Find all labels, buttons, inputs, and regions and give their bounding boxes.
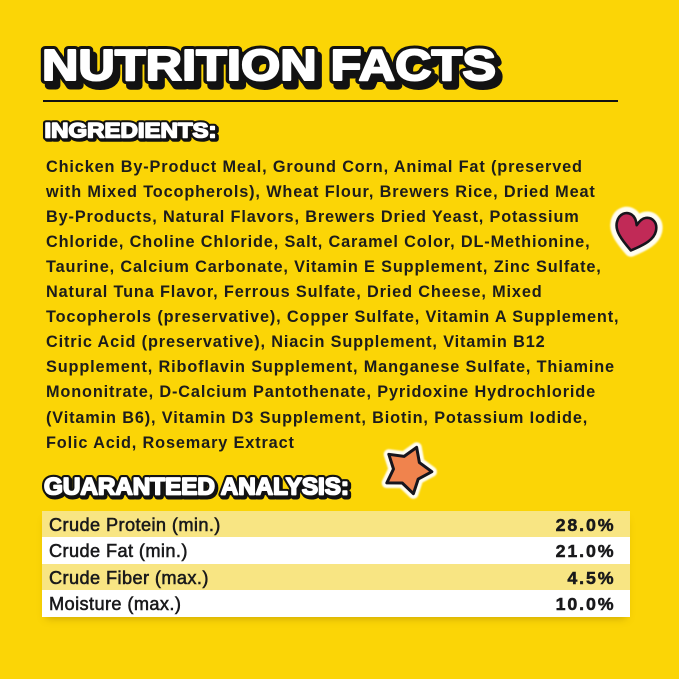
svg-text:INGREDIENTS:: INGREDIENTS:	[45, 118, 217, 142]
svg-text:INGREDIENTS:: INGREDIENTS:	[46, 120, 218, 144]
svg-text:GUARANTEED ANALYSIS:: GUARANTEED ANALYSIS:	[46, 475, 351, 502]
svg-text:INGREDIENTS:: INGREDIENTS:	[45, 118, 217, 142]
svg-text:NUTRITION FACTS: NUTRITION FACTS	[46, 47, 500, 96]
svg-text:GUARANTEED ANALYSIS:: GUARANTEED ANALYSIS:	[44, 474, 349, 501]
svg-text:NUTRITION FACTS: NUTRITION FACTS	[42, 41, 496, 90]
svg-text:GUARANTEED ANALYSIS:: GUARANTEED ANALYSIS:	[44, 474, 349, 501]
svg-text:NUTRITION FACTS: NUTRITION FACTS	[42, 41, 496, 90]
